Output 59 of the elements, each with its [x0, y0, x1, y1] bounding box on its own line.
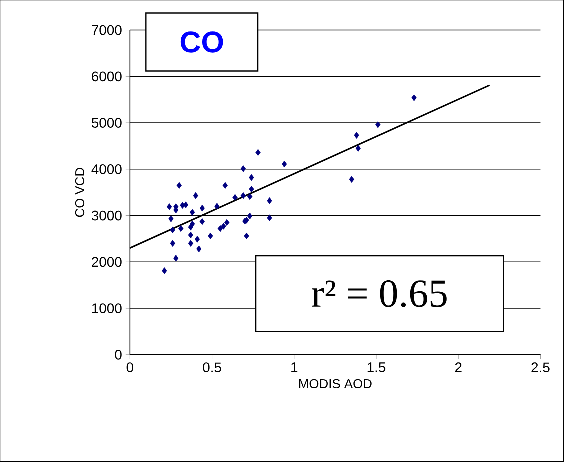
y-tick-label: 3000	[92, 210, 122, 221]
point	[183, 202, 189, 208]
point	[244, 232, 250, 240]
point	[249, 174, 254, 182]
point	[166, 204, 172, 210]
point	[376, 121, 381, 128]
x-tick-label: 2	[455, 362, 462, 372]
annotation: r² = 0.65	[312, 280, 447, 308]
x-tick-label: 2.5	[532, 362, 550, 372]
point	[349, 176, 354, 183]
point	[232, 194, 238, 202]
point	[176, 182, 182, 189]
point	[200, 218, 206, 226]
y-tick-label: 0	[115, 350, 122, 360]
point	[200, 204, 206, 212]
point	[194, 236, 200, 243]
point	[214, 203, 220, 210]
point	[222, 182, 228, 189]
point	[256, 149, 261, 156]
y-tick-label: 2000	[92, 257, 122, 268]
y-tick-label: 6000	[92, 72, 122, 82]
point	[170, 226, 176, 234]
point	[218, 225, 224, 232]
point	[174, 255, 179, 262]
y-tick-label: 5000	[92, 118, 122, 128]
point	[170, 240, 176, 247]
point	[240, 166, 246, 172]
point	[247, 193, 253, 200]
annotation: CO	[180, 32, 224, 53]
point	[267, 198, 272, 204]
x-tick-label: 0	[126, 362, 134, 372]
y-tick-label: 1000	[92, 304, 122, 314]
point	[196, 246, 202, 253]
point	[354, 132, 360, 139]
point	[224, 219, 230, 226]
x-tick-label: 1.5	[368, 362, 386, 372]
point	[221, 223, 226, 230]
y-axis-title: CO VCD	[75, 168, 85, 218]
x-tick-label: 1	[292, 362, 298, 372]
x-tick-label: 0.5	[203, 362, 222, 372]
point	[188, 240, 194, 247]
point	[240, 192, 246, 200]
point	[162, 268, 168, 274]
point	[247, 212, 253, 220]
point	[208, 232, 214, 240]
point	[356, 145, 362, 152]
x-axis-title: MODIS AOD	[299, 379, 372, 388]
point	[267, 214, 272, 222]
y-tick-label: 4000	[92, 164, 122, 174]
point	[249, 186, 254, 193]
point	[412, 94, 417, 102]
point	[178, 225, 184, 232]
point	[282, 160, 288, 168]
point	[188, 224, 194, 231]
point	[188, 232, 194, 239]
point	[193, 192, 198, 200]
y-tick-label: 7000	[92, 25, 122, 36]
point	[168, 216, 174, 222]
point	[190, 209, 196, 216]
